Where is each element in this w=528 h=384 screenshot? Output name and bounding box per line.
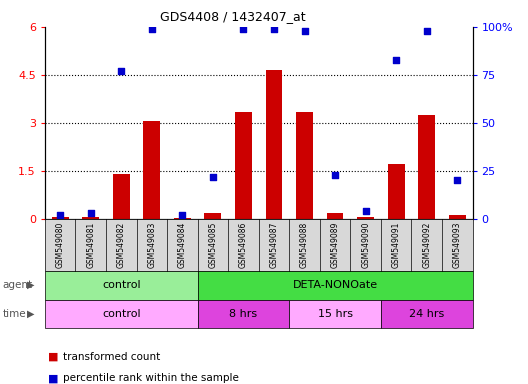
Point — [56, 212, 64, 218]
Text: percentile rank within the sample: percentile rank within the sample — [63, 373, 239, 383]
Text: 8 hrs: 8 hrs — [229, 309, 258, 319]
Bar — [82, 217, 99, 219]
Text: ▶: ▶ — [27, 309, 35, 319]
Point — [331, 172, 340, 178]
Text: GSM549091: GSM549091 — [392, 222, 401, 268]
Point — [300, 28, 309, 34]
Point — [117, 68, 126, 74]
Bar — [449, 215, 466, 219]
Text: GSM549082: GSM549082 — [117, 222, 126, 268]
Point — [209, 174, 217, 180]
Point — [392, 56, 400, 63]
Bar — [296, 112, 313, 219]
Text: GDS4408 / 1432407_at: GDS4408 / 1432407_at — [159, 10, 305, 23]
Text: 24 hrs: 24 hrs — [409, 309, 445, 319]
Text: time: time — [3, 309, 26, 319]
Bar — [266, 70, 282, 219]
Point — [270, 26, 278, 32]
Bar — [52, 217, 69, 219]
Text: DETA-NONOate: DETA-NONOate — [293, 280, 378, 290]
Text: control: control — [102, 309, 140, 319]
Bar — [204, 213, 221, 219]
Bar — [113, 174, 130, 219]
Text: agent: agent — [3, 280, 33, 290]
Bar — [174, 218, 191, 219]
Point — [422, 28, 431, 34]
Text: ■: ■ — [48, 352, 58, 362]
Text: GSM549093: GSM549093 — [453, 222, 462, 268]
Point — [361, 208, 370, 214]
Text: GSM549090: GSM549090 — [361, 222, 370, 268]
Text: GSM549087: GSM549087 — [269, 222, 278, 268]
Bar — [418, 115, 435, 219]
Text: GSM549084: GSM549084 — [178, 222, 187, 268]
Bar — [235, 112, 252, 219]
Text: ■: ■ — [48, 373, 58, 383]
Point — [87, 210, 95, 216]
Text: GSM549092: GSM549092 — [422, 222, 431, 268]
Point — [178, 212, 186, 218]
Text: 15 hrs: 15 hrs — [317, 309, 353, 319]
Point — [453, 177, 461, 184]
Text: transformed count: transformed count — [63, 352, 161, 362]
Text: GSM549080: GSM549080 — [55, 222, 64, 268]
Text: GSM549086: GSM549086 — [239, 222, 248, 268]
Bar — [144, 121, 160, 219]
Point — [239, 26, 248, 32]
Text: GSM549089: GSM549089 — [331, 222, 340, 268]
Bar — [357, 217, 374, 219]
Text: ▶: ▶ — [27, 280, 35, 290]
Bar — [327, 213, 344, 219]
Text: GSM549088: GSM549088 — [300, 222, 309, 268]
Point — [148, 26, 156, 32]
Text: control: control — [102, 280, 140, 290]
Bar — [388, 164, 404, 219]
Text: GSM549085: GSM549085 — [209, 222, 218, 268]
Text: GSM549081: GSM549081 — [86, 222, 95, 268]
Text: GSM549083: GSM549083 — [147, 222, 156, 268]
